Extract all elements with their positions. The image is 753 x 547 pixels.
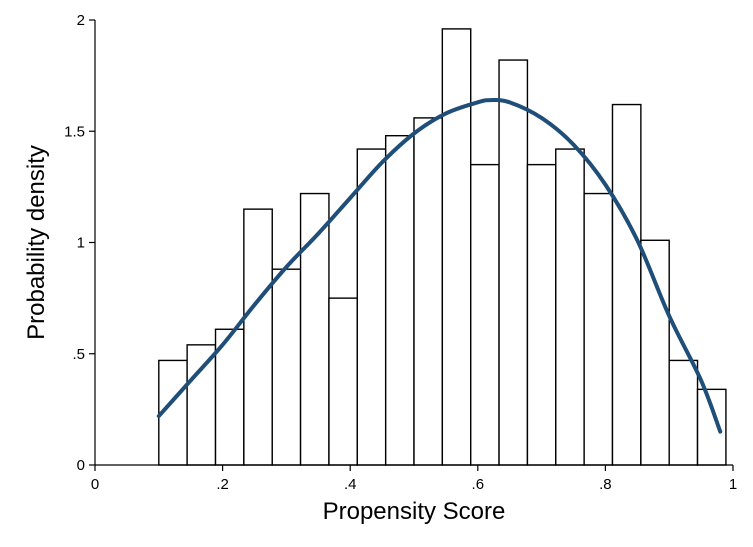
histogram-bar — [243, 208, 273, 466]
x-axis-ticks: 0 .2 .4 .6 .8 1 — [91, 465, 737, 493]
x-tick-label: .6 — [472, 476, 485, 493]
histogram-bar — [526, 163, 557, 466]
y-tick-label: 1.5 — [64, 123, 85, 140]
histogram-bar — [696, 388, 727, 466]
x-axis-title: Propensity Score — [323, 498, 506, 525]
histogram-bar — [299, 192, 330, 466]
y-tick-label: 1 — [77, 235, 85, 252]
y-tick-label: .5 — [72, 346, 85, 363]
y-tick-label: 2 — [77, 12, 85, 29]
x-tick-label: 0 — [91, 476, 99, 493]
histogram-bar — [413, 117, 444, 466]
histogram-bar — [640, 239, 670, 466]
histogram-bar — [611, 103, 642, 466]
histogram-bar — [498, 59, 529, 466]
x-tick-label: .2 — [216, 476, 229, 493]
histogram-bar — [356, 148, 387, 466]
histogram-bar — [384, 134, 415, 466]
histogram-bar — [470, 163, 500, 466]
histogram-bar — [583, 192, 614, 466]
histogram-bar — [328, 297, 358, 466]
histogram-bar — [668, 359, 699, 466]
x-tick-label: 1 — [729, 476, 737, 493]
histogram-bar — [441, 28, 472, 466]
histogram-bar — [271, 268, 302, 466]
fitted-density-curve — [156, 98, 723, 434]
y-axis-ticks: 0 .5 1 1.5 2 — [64, 12, 95, 474]
y-axis-title: Probability density — [23, 145, 50, 340]
x-tick-label: .8 — [599, 476, 612, 493]
x-tick-label: .4 — [344, 476, 357, 493]
histogram-bar — [186, 344, 217, 466]
histogram-bar — [555, 148, 585, 466]
y-tick-label: 0 — [77, 457, 85, 474]
